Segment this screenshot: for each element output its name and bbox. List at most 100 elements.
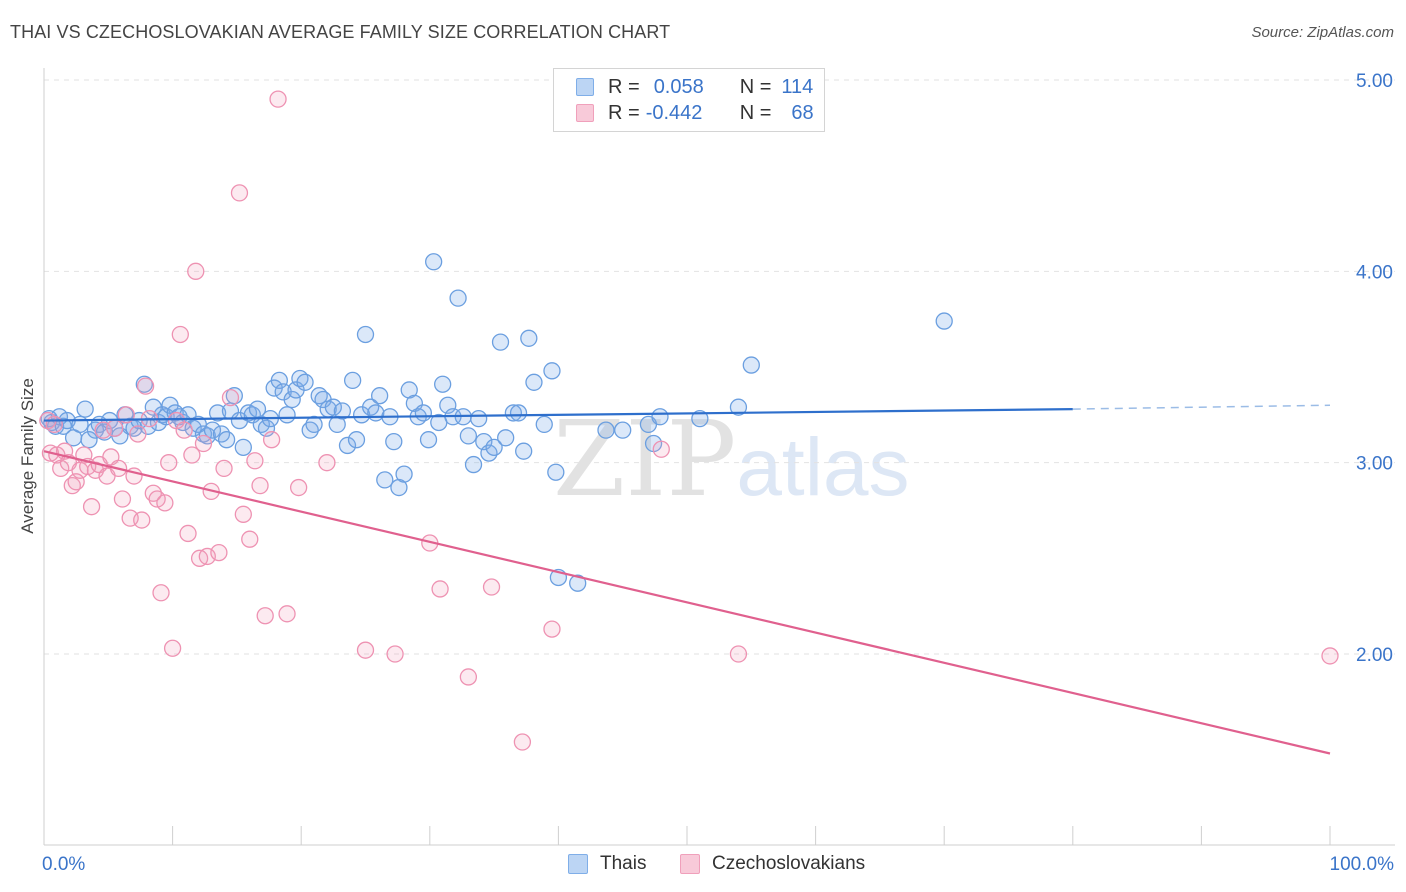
thais-point — [515, 442, 533, 460]
thais-point — [520, 329, 538, 347]
thais-point — [459, 427, 478, 445]
thais-trend-extension — [1072, 404, 1331, 410]
czechoslovakians-point — [356, 641, 375, 659]
legend-n-value: 114 — [781, 75, 814, 98]
y-tick-label: 3.00 — [1356, 454, 1393, 475]
legend-r-value: 0.058 — [653, 75, 704, 98]
thais-point — [347, 431, 366, 449]
thais-point — [203, 421, 222, 439]
bottom-legend-label-czechoslovakians: Czechoslovakians — [712, 853, 866, 874]
legend-r-value: -0.442 — [645, 101, 703, 124]
thais-point — [333, 402, 352, 420]
chart-title: THAI VS CZECHOSLOVAKIAN AVERAGE FAMILY S… — [10, 22, 671, 42]
legend-r-label: R = — [608, 101, 640, 124]
czechoslovakians-point — [221, 388, 240, 407]
legend-row-thais: R = 0.058 N = 114 — [576, 75, 813, 99]
watermark-atlas: atlas — [736, 422, 910, 513]
thais-point — [80, 431, 98, 449]
thais-point — [296, 373, 314, 391]
thais-point — [395, 465, 413, 483]
czechoslovakians-point — [262, 431, 281, 449]
thais-point — [470, 410, 488, 428]
thais-point — [385, 432, 403, 451]
czechoslovakians-point — [459, 668, 478, 686]
series-thais-points — [40, 253, 953, 592]
czechoslovakians-point — [246, 452, 264, 470]
czechoslovakians-point — [163, 639, 182, 657]
watermark-zip: ZIP — [553, 398, 737, 520]
czechoslovakians-trend-line — [43, 450, 1331, 755]
thais-point — [485, 438, 503, 457]
thais-point — [283, 390, 301, 409]
thais-point — [217, 431, 236, 449]
czechoslovakians-point — [187, 262, 205, 280]
thais-point — [208, 404, 227, 422]
czechoslovakians-point — [386, 645, 404, 663]
czechoslovakians-point — [482, 578, 501, 596]
thais-point — [343, 371, 362, 390]
thais-point — [324, 398, 343, 416]
legend-n-label: N = — [739, 75, 772, 98]
correlation-legend: R = 0.058 N = 114 R = -0.442 N = 68 — [553, 68, 825, 132]
bottom-legend-swatch-czechoslovakians — [680, 854, 700, 874]
czechoslovakians-point — [194, 434, 213, 453]
czechoslovakians-point — [652, 440, 670, 458]
thais-point — [543, 362, 561, 380]
czechoslovakians-point — [241, 530, 259, 548]
chart-source: Source: ZipAtlas.com — [1251, 24, 1394, 41]
czechoslovakians-point — [234, 505, 252, 523]
legend-n-label: N = — [739, 101, 772, 124]
thais-point — [509, 404, 528, 422]
y-axis-label: Average Family Size — [18, 378, 37, 534]
czechoslovakians-point — [215, 459, 233, 478]
czechoslovakians-point — [289, 478, 308, 497]
thais-point — [76, 400, 94, 418]
legend-row-czechoslovakians: R = -0.442 N = 68 — [576, 101, 814, 125]
thais-point — [338, 436, 357, 455]
czechoslovakians-point — [82, 498, 101, 516]
thais-point — [370, 387, 389, 405]
czechoslovakians-point — [1321, 647, 1339, 665]
y-tick-label: 4.00 — [1356, 262, 1393, 283]
series-czechoslovakians-points — [39, 90, 1339, 751]
thais-point — [535, 415, 553, 434]
thais-point — [651, 408, 669, 426]
czechoslovakians-point — [136, 377, 155, 395]
thais-point — [691, 410, 709, 428]
tick-labels: 2.00 3.00 4.00 5.00 0.0% 100.0% — [42, 71, 1394, 875]
thais-point — [414, 404, 433, 422]
thais-trend-line — [43, 407, 1073, 422]
bottom-legend-label-thais: Thais — [600, 853, 647, 874]
legend-r-label: R = — [608, 75, 640, 98]
thais-point — [367, 404, 385, 422]
legend-swatch-thais — [576, 78, 594, 96]
czechoslovakians-point — [251, 476, 269, 495]
legend-n-value: 68 — [791, 101, 814, 124]
thais-point — [569, 574, 587, 592]
thais-point — [305, 415, 323, 434]
czechoslovakians-point — [431, 580, 449, 598]
legend-swatch-czechoslovakians — [576, 104, 594, 122]
watermark: ZIPatlas — [553, 398, 910, 520]
thais-point — [497, 429, 515, 447]
czechoslovakians-point — [175, 421, 193, 439]
thais-point — [278, 406, 296, 424]
grid-lines — [44, 79, 1395, 655]
thais-point — [547, 463, 565, 481]
thais-point — [449, 289, 467, 307]
czechoslovakians-point — [179, 524, 197, 543]
thais-point — [742, 356, 760, 374]
y-tick-label: 5.00 — [1356, 71, 1393, 92]
czechoslovakians-point — [729, 645, 748, 663]
czechoslovakians-point — [160, 454, 178, 472]
czechoslovakians-point — [269, 90, 287, 108]
thais-point — [234, 438, 252, 457]
thais-point — [464, 455, 483, 474]
thais-point — [356, 325, 375, 344]
czechoslovakians-point — [45, 415, 63, 434]
czechoslovakians-point — [318, 454, 336, 472]
thais-point — [419, 431, 438, 449]
thais-point — [491, 333, 510, 351]
x-tick-label-min: 0.0% — [42, 854, 85, 875]
thais-point — [614, 421, 632, 439]
